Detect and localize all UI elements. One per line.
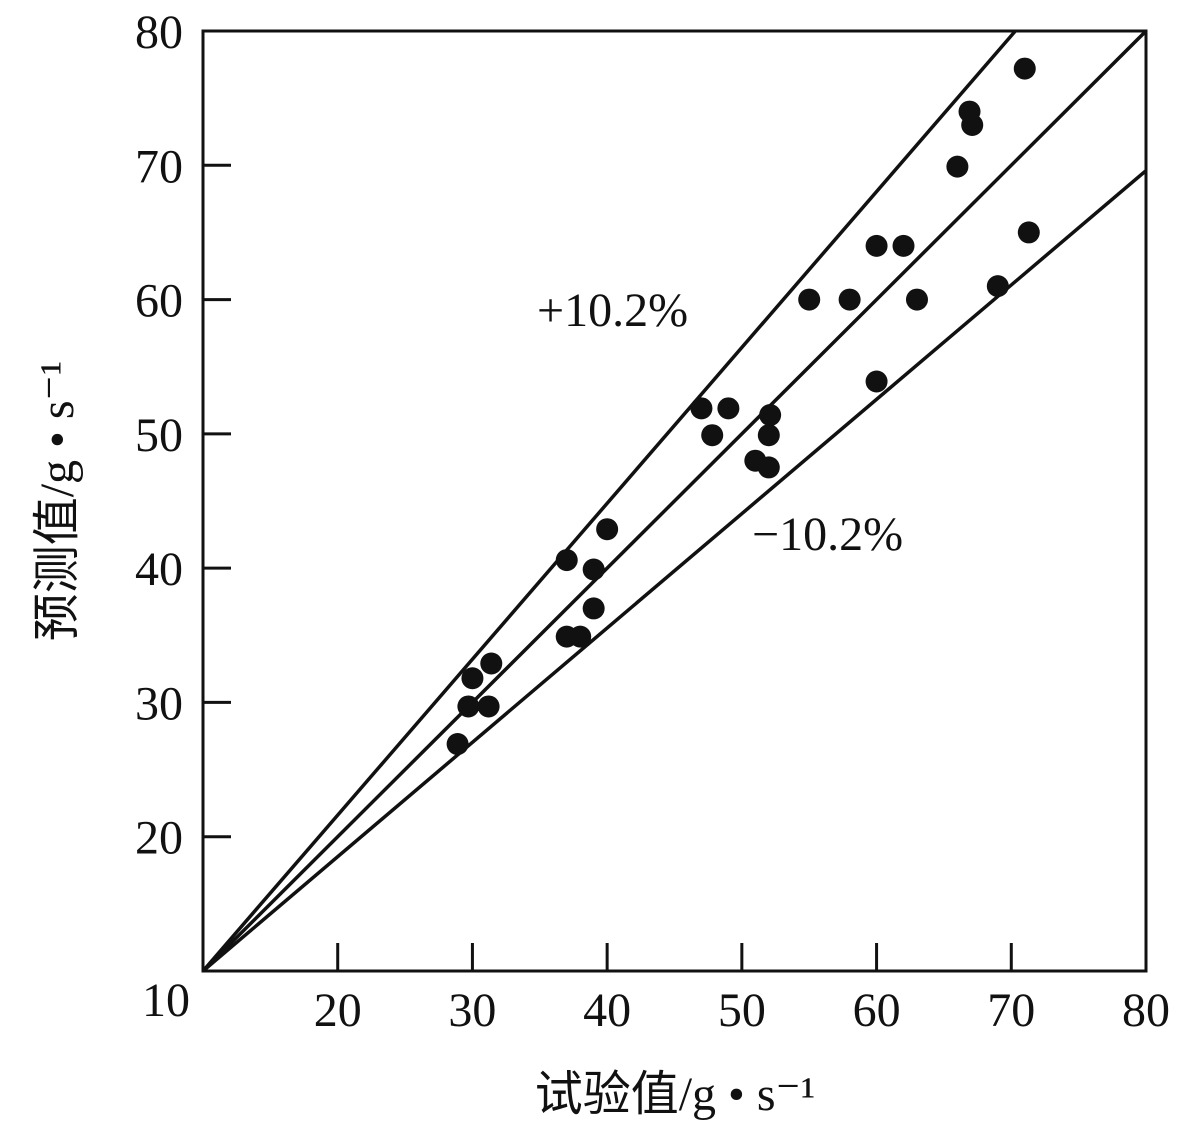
y-tick-label: 60	[135, 275, 183, 328]
data-point	[569, 625, 592, 648]
data-point	[865, 370, 888, 393]
data-point	[582, 558, 605, 581]
y-tick-label: 20	[135, 812, 183, 865]
data-point	[555, 549, 578, 572]
data-point	[946, 155, 969, 178]
y-tick-label: 70	[135, 140, 183, 193]
y-tick-label: 50	[135, 409, 183, 462]
x-axis-label: 试验值/g • s⁻¹	[535, 1068, 816, 1121]
data-point	[480, 652, 503, 675]
data-point	[798, 288, 821, 311]
data-point	[717, 397, 740, 420]
data-point	[905, 288, 928, 311]
y-tick-label: 30	[135, 677, 183, 730]
data-point	[477, 695, 500, 718]
x-tick-label: 50	[718, 984, 766, 1037]
reference-line	[201, 29, 1148, 973]
data-point	[892, 234, 915, 257]
y-tick-label: 80	[135, 6, 183, 59]
x-tick-label: 30	[448, 984, 496, 1037]
data-point	[1017, 221, 1040, 244]
data-point	[838, 288, 861, 311]
y-tick-label: 40	[135, 543, 183, 596]
data-point	[757, 424, 780, 447]
plot-frame	[201, 29, 1148, 973]
data-point	[986, 275, 1009, 298]
reference-line	[201, 29, 1017, 973]
data-point	[582, 597, 605, 620]
data-point	[701, 424, 724, 447]
data-point	[461, 667, 484, 690]
data-point	[759, 404, 782, 427]
data-point	[865, 234, 888, 257]
annotation: −10.2%	[752, 508, 903, 561]
x-tick-label: 40	[583, 984, 631, 1037]
data-point	[446, 733, 469, 756]
data-point	[1013, 57, 1036, 80]
y-tick-label: 10	[142, 974, 190, 1027]
x-tick-label: 60	[853, 984, 901, 1037]
data-point	[757, 456, 780, 479]
y-axis-label: 预测值/g • s⁻¹	[31, 361, 84, 642]
x-tick-label: 70	[987, 984, 1035, 1037]
data-point	[961, 114, 984, 136]
annotation: +10.2%	[537, 284, 688, 337]
x-tick-label: 20	[314, 984, 362, 1037]
data-point	[457, 695, 480, 718]
data-point	[690, 397, 713, 420]
x-tick-label: 80	[1122, 984, 1170, 1037]
data-point	[596, 518, 619, 541]
reference-line	[201, 169, 1148, 973]
